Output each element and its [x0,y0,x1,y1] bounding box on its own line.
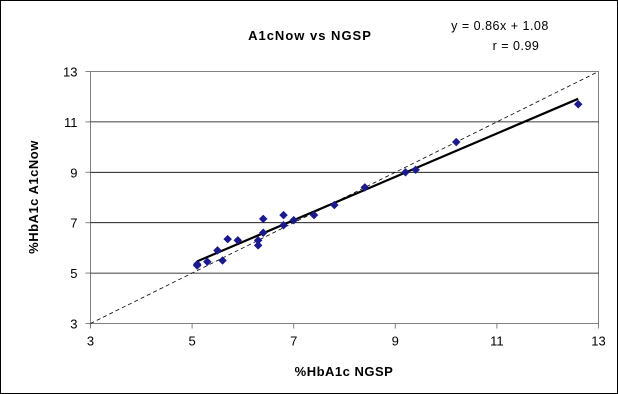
y-tick-label-5: 13 [63,65,77,80]
data-point-11 [279,220,288,230]
x-tick-label-0: 3 [87,334,94,349]
y-axis-label: %HbA1c A1cNow [26,140,41,254]
y-tick-label-3: 9 [70,165,77,180]
x-axis-label: %HbA1c NGSP [295,364,394,379]
y-tick-label-4: 11 [64,115,78,130]
y-tick-label-2: 7 [70,216,77,231]
data-point-4 [218,256,227,265]
y-tick-label-1: 5 [70,266,77,281]
data-point-15 [329,200,339,210]
data-point-20 [573,99,583,109]
x-tick-label-5: 13 [591,334,605,349]
data-point-3 [213,246,222,255]
data-point-16 [360,183,370,192]
gridlines [90,121,599,274]
data-point-10 [258,214,268,224]
data-point-6 [233,235,243,245]
x-tick-label-2: 7 [290,334,297,349]
chart-title: A1cNow vs NGSP [248,28,372,43]
regression-equation: y = 0.86x + 1.08 [451,19,549,33]
data-point-5 [223,234,233,244]
data-point-9 [258,228,268,238]
x-tick-label-3: 9 [392,334,399,349]
x-tick-label-4: 11 [490,334,504,349]
y-axis-ticks: 3 5 7 9 11 13 [63,65,91,332]
data-point-12 [279,210,288,220]
data-point-8 [253,241,263,250]
x-axis-ticks: 3 5 7 9 11 13 [87,323,606,349]
data-point-1 [192,259,202,269]
data-point-19 [451,137,461,147]
data-point-17 [401,167,410,177]
data-point-2 [202,257,212,267]
plot-area: 3 5 7 9 11 13 3 5 7 9 11 13 [63,65,606,349]
x-tick-label-1: 5 [188,334,195,349]
y-tick-label-0: 3 [70,317,77,332]
data-points [192,99,583,270]
data-point-13 [289,215,299,225]
data-point-14 [309,210,319,220]
data-point-18 [411,165,420,175]
correlation-coefficient: r = 0.99 [493,39,540,53]
